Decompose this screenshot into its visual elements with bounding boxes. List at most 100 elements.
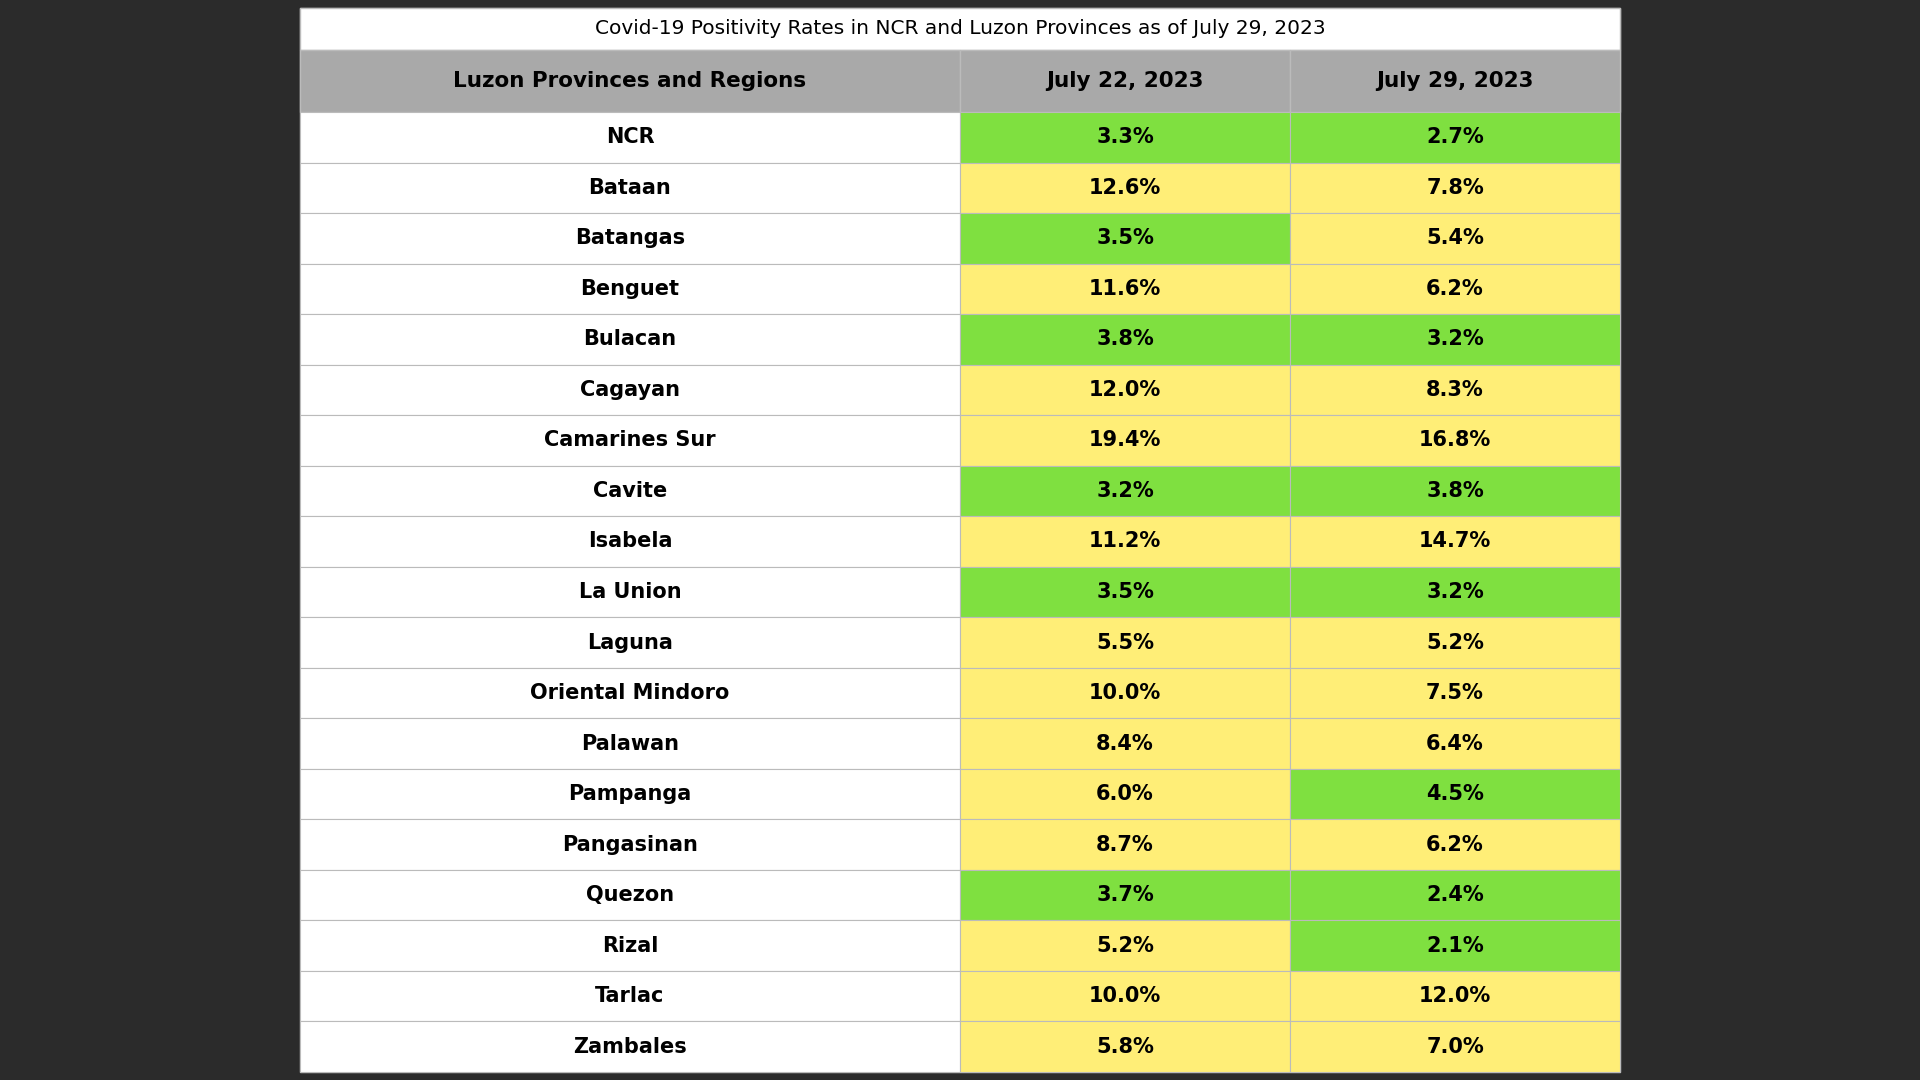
- Text: 3.8%: 3.8%: [1096, 329, 1154, 349]
- Bar: [1290, 618, 1620, 667]
- Bar: [1290, 264, 1620, 314]
- Bar: [1290, 415, 1620, 465]
- Bar: [960, 618, 1290, 667]
- Bar: [1290, 718, 1620, 769]
- Bar: [960, 365, 1290, 415]
- Text: 11.2%: 11.2%: [1089, 531, 1162, 552]
- Bar: [1290, 667, 1620, 718]
- Text: Cagayan: Cagayan: [580, 380, 680, 400]
- Bar: [300, 971, 960, 1022]
- Bar: [960, 264, 1290, 314]
- Text: Bataan: Bataan: [589, 178, 672, 198]
- Text: Pangasinan: Pangasinan: [563, 835, 699, 854]
- Bar: [300, 769, 960, 820]
- Text: 4.5%: 4.5%: [1427, 784, 1484, 805]
- Text: Oriental Mindoro: Oriental Mindoro: [530, 683, 730, 703]
- Text: Bulacan: Bulacan: [584, 329, 676, 349]
- Text: Palawan: Palawan: [582, 733, 680, 754]
- Bar: [1290, 820, 1620, 869]
- Text: 6.4%: 6.4%: [1427, 733, 1484, 754]
- Bar: [300, 112, 960, 162]
- Bar: [960, 718, 1290, 769]
- Bar: [1290, 314, 1620, 365]
- Bar: [300, 516, 960, 567]
- Text: Camarines Sur: Camarines Sur: [543, 431, 716, 450]
- Bar: [960, 820, 1290, 869]
- Bar: [300, 920, 960, 971]
- Text: 11.6%: 11.6%: [1089, 279, 1162, 299]
- Bar: [1290, 567, 1620, 618]
- Text: La Union: La Union: [578, 582, 682, 602]
- Text: July 22, 2023: July 22, 2023: [1046, 71, 1204, 91]
- Bar: [1290, 769, 1620, 820]
- Bar: [1290, 162, 1620, 213]
- Bar: [960, 213, 1290, 264]
- Text: 19.4%: 19.4%: [1089, 431, 1162, 450]
- Text: Quezon: Quezon: [586, 886, 674, 905]
- Bar: [300, 567, 960, 618]
- Bar: [300, 667, 960, 718]
- Text: Isabela: Isabela: [588, 531, 672, 552]
- Text: Cavite: Cavite: [593, 481, 666, 501]
- Text: 6.2%: 6.2%: [1427, 835, 1484, 854]
- Bar: [300, 50, 960, 112]
- Bar: [960, 920, 1290, 971]
- Text: 12.0%: 12.0%: [1419, 986, 1492, 1007]
- Bar: [300, 162, 960, 213]
- Bar: [300, 618, 960, 667]
- Text: 7.8%: 7.8%: [1427, 178, 1484, 198]
- Bar: [960, 112, 1290, 162]
- Text: Benguet: Benguet: [580, 279, 680, 299]
- Bar: [1290, 869, 1620, 920]
- Text: Rizal: Rizal: [601, 935, 659, 956]
- Text: 3.8%: 3.8%: [1427, 481, 1484, 501]
- Bar: [960, 1022, 1290, 1072]
- Text: 5.5%: 5.5%: [1096, 633, 1154, 652]
- Bar: [960, 314, 1290, 365]
- Text: 5.4%: 5.4%: [1427, 228, 1484, 248]
- Bar: [300, 314, 960, 365]
- Bar: [1290, 516, 1620, 567]
- Text: 3.3%: 3.3%: [1096, 127, 1154, 147]
- Bar: [960, 567, 1290, 618]
- Text: 3.5%: 3.5%: [1096, 228, 1154, 248]
- Text: 3.2%: 3.2%: [1096, 481, 1154, 501]
- Bar: [300, 820, 960, 869]
- Text: 16.8%: 16.8%: [1419, 431, 1492, 450]
- Bar: [1290, 365, 1620, 415]
- Text: 12.0%: 12.0%: [1089, 380, 1162, 400]
- Text: 3.7%: 3.7%: [1096, 886, 1154, 905]
- Bar: [300, 718, 960, 769]
- Text: 2.4%: 2.4%: [1427, 886, 1484, 905]
- Bar: [960, 415, 1290, 465]
- Text: 6.2%: 6.2%: [1427, 279, 1484, 299]
- Bar: [300, 1022, 960, 1072]
- Bar: [300, 415, 960, 465]
- Text: Pampanga: Pampanga: [568, 784, 691, 805]
- Bar: [1290, 112, 1620, 162]
- Bar: [1290, 920, 1620, 971]
- Bar: [960, 516, 1290, 567]
- Bar: [300, 365, 960, 415]
- Bar: [960, 769, 1290, 820]
- Text: Tarlac: Tarlac: [595, 986, 664, 1007]
- Text: 6.0%: 6.0%: [1096, 784, 1154, 805]
- Text: 5.2%: 5.2%: [1427, 633, 1484, 652]
- Text: 7.5%: 7.5%: [1427, 683, 1484, 703]
- Bar: [960, 465, 1290, 516]
- Text: Zambales: Zambales: [574, 1037, 687, 1056]
- Text: 2.1%: 2.1%: [1427, 935, 1484, 956]
- Bar: [300, 8, 1620, 50]
- Text: 14.7%: 14.7%: [1419, 531, 1492, 552]
- Bar: [960, 971, 1290, 1022]
- Text: Covid-19 Positivity Rates in NCR and Luzon Provinces as of July 29, 2023: Covid-19 Positivity Rates in NCR and Luz…: [595, 19, 1325, 39]
- Text: 10.0%: 10.0%: [1089, 986, 1162, 1007]
- Text: 3.2%: 3.2%: [1427, 582, 1484, 602]
- Text: 3.5%: 3.5%: [1096, 582, 1154, 602]
- Bar: [300, 264, 960, 314]
- Bar: [960, 667, 1290, 718]
- Bar: [960, 162, 1290, 213]
- Bar: [1290, 465, 1620, 516]
- Bar: [1290, 1022, 1620, 1072]
- Bar: [300, 869, 960, 920]
